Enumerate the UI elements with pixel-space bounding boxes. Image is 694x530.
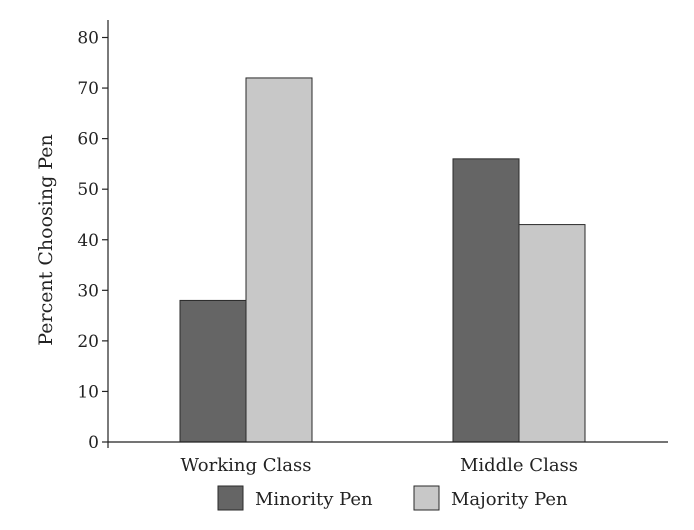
- legend-label: Minority Pen: [255, 489, 373, 510]
- y-tick-label: 70: [77, 79, 99, 99]
- bar-majority-pen-middle-class: [518, 224, 586, 443]
- bar-minority-pen-working-class: [179, 299, 247, 443]
- legend-label: Majority Pen: [451, 489, 568, 510]
- y-tick-label: 10: [77, 382, 99, 402]
- x-category-label: Working Class: [181, 455, 312, 476]
- y-tick-label: 20: [77, 332, 99, 352]
- legend: Minority Pen Majority Pen: [217, 485, 568, 511]
- y-axis-ticks: 0 10 20 30 40 50 60 70 80: [77, 29, 108, 453]
- y-tick-label: 0: [88, 433, 99, 453]
- y-tick-label: 40: [77, 231, 99, 251]
- y-axis-title: Percent Choosing Pen: [35, 134, 57, 345]
- y-tick-label: 60: [77, 130, 99, 150]
- y-tick-label: 80: [77, 29, 99, 49]
- x-axis-labels: Working Class Middle Class: [181, 455, 579, 476]
- legend-swatch: [217, 485, 244, 511]
- legend-swatch: [413, 485, 440, 511]
- bars: [179, 77, 586, 443]
- bar-minority-pen-middle-class: [452, 158, 520, 443]
- y-tick-label: 30: [77, 281, 99, 301]
- bar-majority-pen-working-class: [245, 77, 313, 443]
- x-category-label: Middle Class: [460, 455, 578, 476]
- y-tick-label: 50: [77, 180, 99, 200]
